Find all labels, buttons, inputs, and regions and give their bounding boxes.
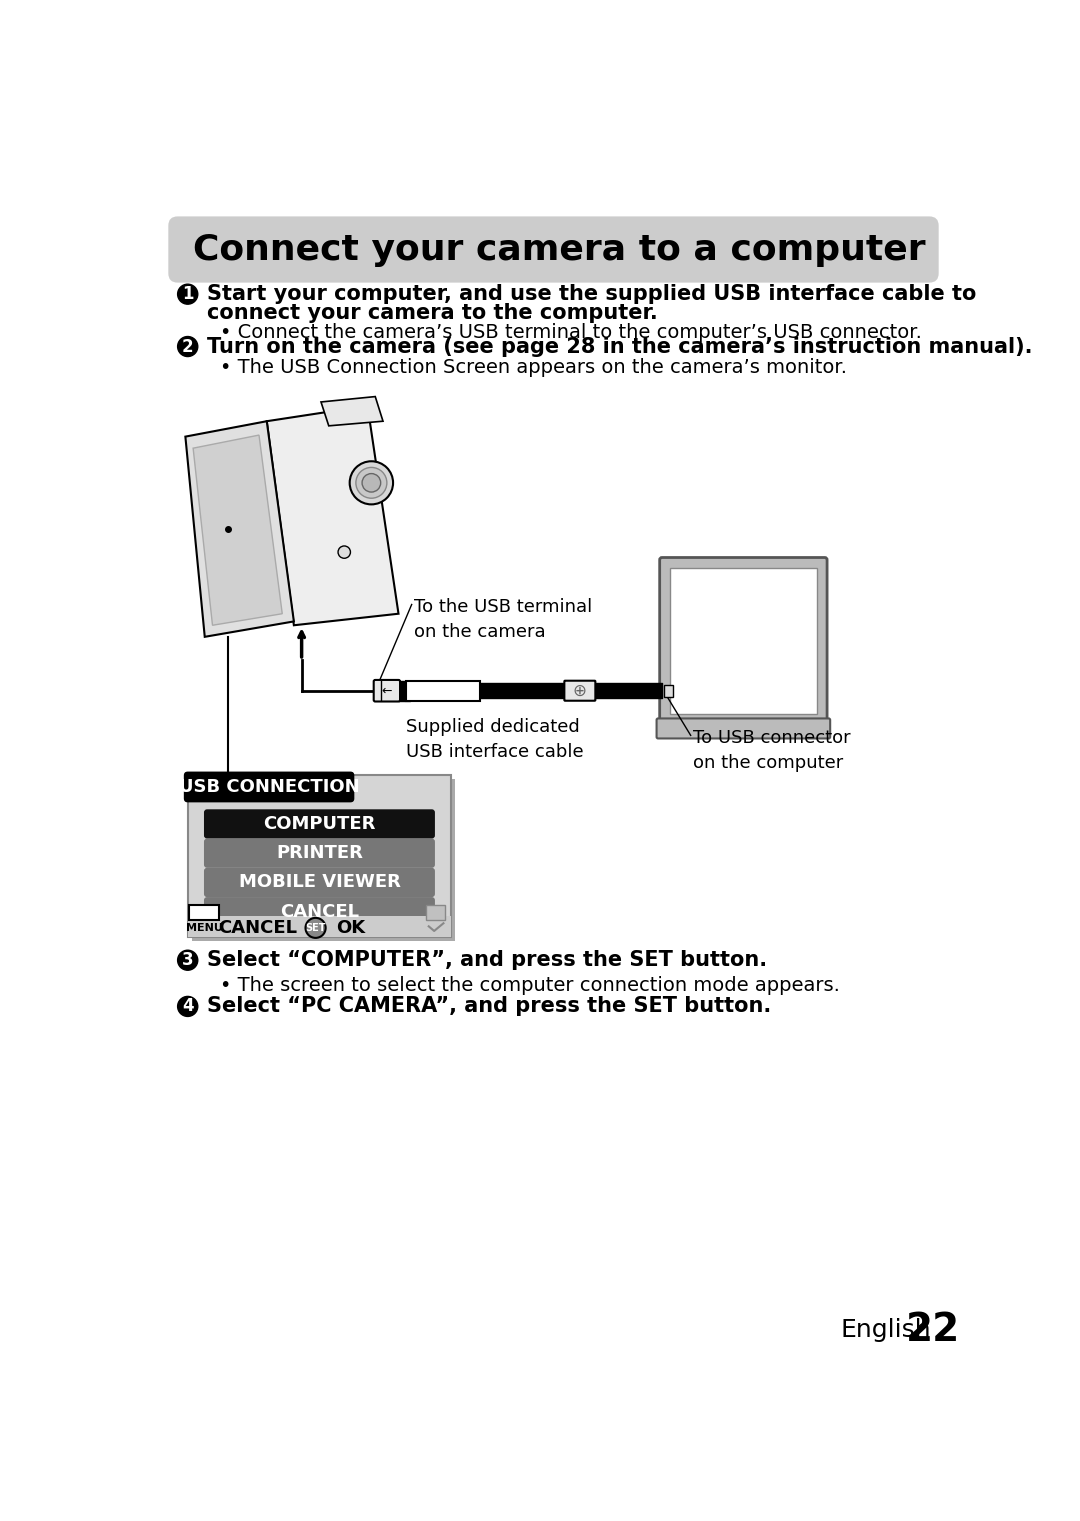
Text: MOBILE VIEWER: MOBILE VIEWER xyxy=(239,873,401,891)
FancyBboxPatch shape xyxy=(660,558,827,724)
FancyBboxPatch shape xyxy=(189,905,218,920)
Circle shape xyxy=(177,336,198,356)
Text: 2: 2 xyxy=(181,338,193,356)
Polygon shape xyxy=(193,435,282,625)
FancyBboxPatch shape xyxy=(663,684,673,697)
FancyBboxPatch shape xyxy=(427,905,445,920)
FancyBboxPatch shape xyxy=(406,681,480,701)
Text: Connect your camera to a computer: Connect your camera to a computer xyxy=(193,233,926,266)
FancyBboxPatch shape xyxy=(374,680,400,701)
FancyBboxPatch shape xyxy=(657,718,831,739)
Text: OK: OK xyxy=(336,919,365,937)
Text: USB CONNECTION: USB CONNECTION xyxy=(179,777,360,795)
Text: connect your camera to the computer.: connect your camera to the computer. xyxy=(207,303,658,322)
Text: ⊕: ⊕ xyxy=(572,681,586,700)
Text: • The USB Connection Screen appears on the camera’s monitor.: • The USB Connection Screen appears on t… xyxy=(220,357,847,377)
FancyBboxPatch shape xyxy=(670,567,816,713)
Text: • Connect the camera’s USB terminal to the computer’s USB connector.: • Connect the camera’s USB terminal to t… xyxy=(220,324,922,342)
Text: COMPUTER: COMPUTER xyxy=(264,815,376,834)
FancyBboxPatch shape xyxy=(565,681,595,701)
FancyBboxPatch shape xyxy=(204,868,435,897)
FancyBboxPatch shape xyxy=(168,216,939,283)
Polygon shape xyxy=(321,397,383,426)
FancyBboxPatch shape xyxy=(184,771,354,803)
Circle shape xyxy=(177,996,198,1016)
FancyBboxPatch shape xyxy=(188,776,451,937)
Text: Select “PC CAMERA”, and press the SET button.: Select “PC CAMERA”, and press the SET bu… xyxy=(207,996,771,1016)
Circle shape xyxy=(177,284,198,304)
Text: Turn on the camera (see page 28 in the camera’s instruction manual).: Turn on the camera (see page 28 in the c… xyxy=(207,336,1032,356)
Text: ←: ← xyxy=(381,684,392,697)
FancyBboxPatch shape xyxy=(188,916,451,937)
Text: Start your computer, and use the supplied USB interface cable to: Start your computer, and use the supplie… xyxy=(207,284,976,304)
Text: Select “COMPUTER”, and press the SET button.: Select “COMPUTER”, and press the SET but… xyxy=(207,951,767,970)
Text: 1: 1 xyxy=(181,284,193,303)
Text: English: English xyxy=(840,1317,931,1342)
Circle shape xyxy=(362,473,380,493)
Text: Supplied dedicated
USB interface cable: Supplied dedicated USB interface cable xyxy=(406,718,584,760)
Text: CANCEL: CANCEL xyxy=(218,919,297,937)
Text: 22: 22 xyxy=(906,1311,960,1349)
FancyBboxPatch shape xyxy=(204,838,435,868)
Text: To the USB terminal
on the camera: To the USB terminal on the camera xyxy=(414,598,592,642)
Text: To USB connector
on the computer: To USB connector on the computer xyxy=(693,729,851,773)
Circle shape xyxy=(356,467,387,499)
Text: 4: 4 xyxy=(181,998,193,1016)
Text: PRINTER: PRINTER xyxy=(276,844,363,862)
Circle shape xyxy=(177,951,198,970)
Text: 3: 3 xyxy=(181,951,193,969)
Text: CANCEL: CANCEL xyxy=(280,902,359,920)
FancyBboxPatch shape xyxy=(204,809,435,838)
Circle shape xyxy=(338,546,350,558)
FancyBboxPatch shape xyxy=(204,897,435,926)
Text: • The screen to select the computer connection mode appears.: • The screen to select the computer conn… xyxy=(220,975,840,995)
Polygon shape xyxy=(186,421,294,637)
Circle shape xyxy=(306,917,326,938)
FancyBboxPatch shape xyxy=(191,779,455,941)
Circle shape xyxy=(350,461,393,505)
Polygon shape xyxy=(267,406,399,625)
Text: SET: SET xyxy=(306,923,326,932)
Text: MENU: MENU xyxy=(186,923,222,932)
